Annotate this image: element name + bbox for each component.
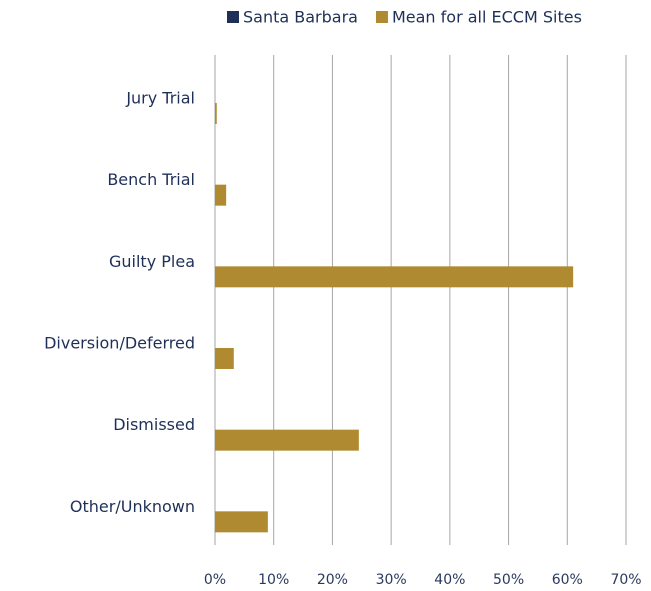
x-tick-label: 30% [376,572,407,587]
legend-swatch [227,11,239,23]
y-tick-label: Other/Unknown [70,497,195,516]
x-tick-label: 60% [552,572,583,587]
y-tick-label: Dismissed [113,415,195,434]
bar [215,429,359,451]
legend-label: Santa Barbara [243,8,358,27]
x-tick-label: 0% [204,572,226,587]
bar [215,103,217,124]
legend-label: Mean for all ECCM Sites [392,8,582,27]
bar [215,348,234,369]
y-tick-label: Jury Trial [125,89,195,108]
y-tick-label: Bench Trial [107,170,195,189]
bar [215,184,227,206]
x-tick-label: 20% [317,572,348,587]
x-tick-label: 10% [258,572,289,587]
x-tick-label: 70% [610,572,641,587]
bar [215,511,268,533]
y-tick-label: Diversion/Deferred [44,334,195,353]
legend-swatch [375,11,388,23]
x-tick-label: 40% [434,572,465,587]
y-tick-label: Guilty Plea [109,252,195,271]
x-tick-label: 50% [493,572,524,587]
bar [215,266,574,288]
